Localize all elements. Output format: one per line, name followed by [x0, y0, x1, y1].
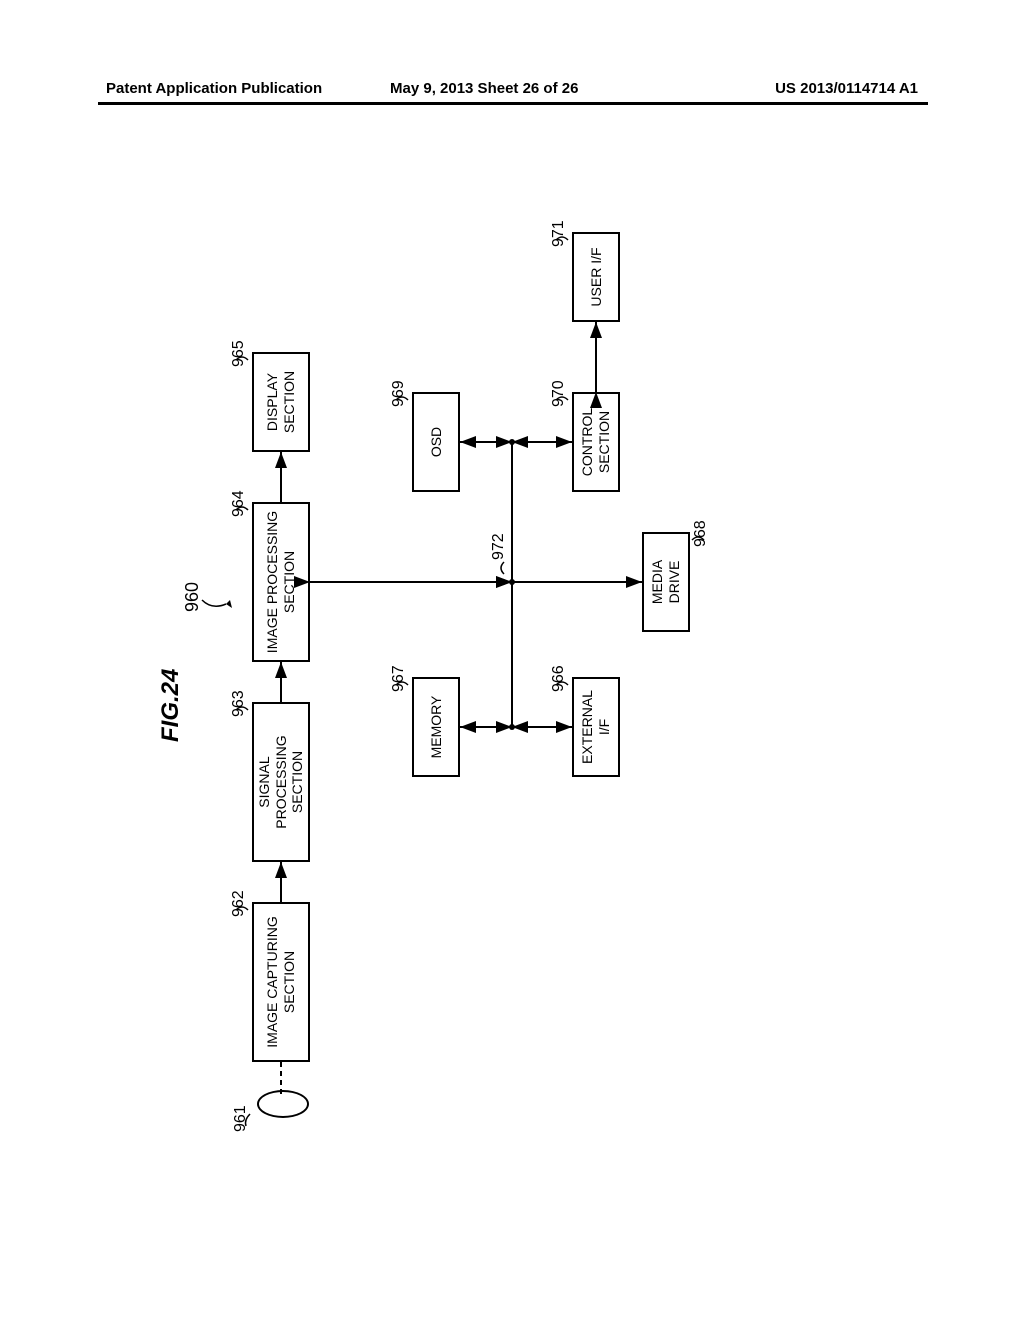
lens-ref: 961 [232, 1105, 250, 1132]
page: Patent Application Publication May 9, 20… [0, 0, 1024, 1320]
block-label: DISPLAY SECTION [264, 358, 298, 446]
block-osd: OSD [412, 392, 460, 492]
block-label: USER I/F [588, 247, 605, 306]
block-signal-processing: SIGNAL PROCESSING SECTION [252, 702, 310, 862]
block-control: CONTROL SECTION [572, 392, 620, 492]
ref-967: 967 [390, 665, 408, 692]
ref-962: 962 [230, 890, 248, 917]
ref-966: 966 [550, 665, 568, 692]
block-image-capturing: IMAGE CAPTURING SECTION [252, 902, 310, 1062]
block-label: SIGNAL PROCESSING SECTION [256, 708, 306, 856]
block-media-drive: MEDIA DRIVE [642, 532, 690, 632]
ref-964: 964 [230, 490, 248, 517]
lens-icon [257, 1090, 309, 1118]
ref-965: 965 [230, 340, 248, 367]
header-date: May 9, 2013 Sheet 26 of 26 [390, 80, 578, 97]
bus-ref: 972 [490, 533, 508, 560]
block-image-processing: IMAGE PROCESSING SECTION [252, 502, 310, 662]
diagram-rotated: FIG.24 960 961 IMAGE CAPTURING SECTION 9… [0, 148, 1024, 1172]
wires-svg [0, 148, 1024, 1172]
ref-968: 968 [692, 520, 710, 547]
system-ref: 960 [182, 582, 203, 612]
block-label: IMAGE PROCESSING SECTION [264, 508, 298, 656]
header-docnum: US 2013/0114714 A1 [775, 80, 918, 97]
header-pub: Patent Application Publication [106, 80, 322, 97]
block-user-if: USER I/F [572, 232, 620, 322]
ref-970: 970 [550, 380, 568, 407]
block-label: IMAGE CAPTURING SECTION [264, 908, 298, 1056]
block-memory: MEMORY [412, 677, 460, 777]
block-display: DISPLAY SECTION [252, 352, 310, 452]
block-external-if: EXTERNAL I/F [572, 677, 620, 777]
block-label: MEDIA DRIVE [649, 538, 683, 626]
ref-971: 971 [550, 220, 568, 247]
block-label: CONTROL SECTION [579, 398, 613, 486]
ref-969: 969 [390, 380, 408, 407]
header-rule [98, 102, 928, 105]
block-label: EXTERNAL I/F [579, 683, 613, 771]
block-label: OSD [428, 427, 445, 457]
block-label: MEMORY [428, 696, 445, 759]
figure-label: FIG.24 [157, 669, 185, 742]
ref-963: 963 [230, 690, 248, 717]
